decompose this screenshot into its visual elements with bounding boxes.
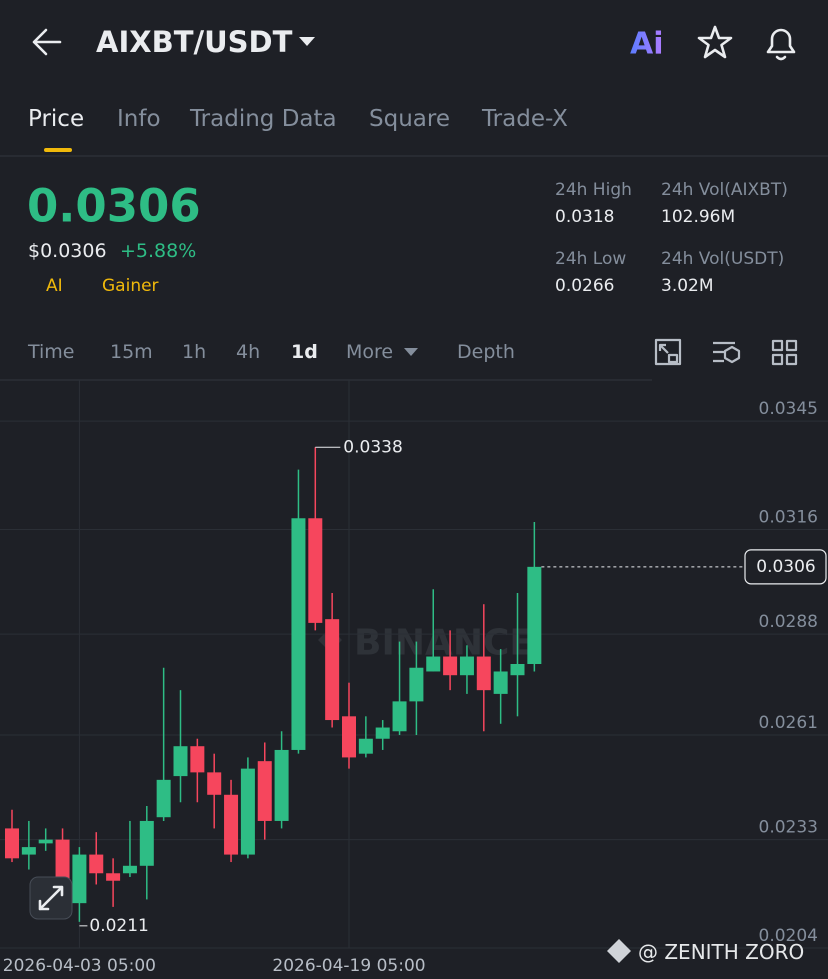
stat-label: 24h High [555,180,632,200]
stat-label: 24h Low [555,249,626,269]
y-tick-label: 0.0261 [759,713,818,733]
back-button[interactable] [32,28,62,56]
candle-body [139,820,154,866]
y-tick-label: 0.0204 [759,926,818,946]
interval[interactable]: 4h [236,341,260,363]
candle-body [38,839,53,844]
candle-body [325,619,340,721]
interval[interactable]: More [346,341,393,363]
tab-indicator [44,148,72,152]
candle-body [375,727,390,739]
tab[interactable]: Square [369,106,450,132]
candle-body [493,671,508,694]
candle-body [224,794,239,855]
x-tick-label: 2026-04-03 05:00 [3,956,156,976]
candle-body [342,716,356,758]
candle-body [510,664,525,676]
stat-value: 0.0318 [555,207,614,227]
stat-label: 24h Vol(USDT) [661,249,784,269]
y-tick-label: 0.0316 [759,507,818,527]
candle-body [106,873,121,881]
candle-body [527,566,542,664]
interval[interactable]: 15m [110,341,153,363]
candle-body [409,667,424,702]
candle-body [476,656,491,691]
candle-body [392,701,407,732]
candle-body [156,779,171,818]
indicator-button[interactable] [713,341,741,364]
candle-body [274,749,289,821]
tab[interactable]: Price [28,106,84,132]
x-tick-label: 2026-04-19 05:00 [272,956,425,976]
candlestick-chart: 0.0345 0.0316 0.0288 0.0261 0.0233 0.0204 2026… [0,380,828,976]
candle-body [308,518,323,623]
usd-price: $0.0306 [28,240,107,262]
candle-body [426,656,441,672]
stat-value: 102.96M [661,207,735,227]
interval[interactable]: 1h [182,341,206,363]
min-label: 0.0211 [89,916,148,936]
candle-body [257,761,272,821]
tag[interactable]: AI [46,276,63,296]
price-change: +5.88% [120,240,196,262]
stat-label: 24h Vol(AIXBT) [661,180,788,200]
candle-body [358,738,373,754]
symbol-dropdown[interactable] [299,37,315,46]
layout-button[interactable] [771,339,798,366]
tab[interactable]: Trading Data [189,106,337,132]
footer-logo [607,939,631,963]
interval[interactable]: Time [27,341,75,363]
candle-body [459,656,474,676]
chart-mode-button[interactable] [654,338,682,366]
candle-body [207,772,222,795]
favorite-button[interactable] [697,25,733,59]
candle-body [89,854,104,874]
fullscreen-button[interactable] [29,876,73,920]
candle-body [5,828,19,859]
y-tick-label: 0.0288 [759,612,818,632]
last-price: 0.0306 [27,180,201,233]
stat-value: 0.0266 [555,276,614,296]
candle-body [21,847,36,855]
tab[interactable]: Trade-X [481,106,568,132]
interval[interactable]: Depth [457,341,515,363]
symbol[interactable]: AIXBT/USDT [96,25,293,59]
candle-body [190,746,205,773]
interval-dropdown[interactable] [404,348,418,356]
interval[interactable]: 1d [291,341,318,363]
alert-button[interactable] [766,28,796,61]
y-tick-label: 0.0345 [759,399,818,419]
candle-body [291,518,306,750]
tab[interactable]: Info [117,106,161,132]
y-tick-label: 0.0233 [759,818,818,838]
candle-body [240,768,255,855]
footer-credit: @ ZENITH ZORO [638,940,804,964]
last-price-label: 0.0306 [756,557,815,577]
stat-value: 3.02M [661,276,714,296]
candle-body [443,656,458,676]
ai-button[interactable]: Ai [630,27,664,62]
last-price-box [744,549,827,585]
max-label: 0.0338 [343,437,402,457]
tag[interactable]: Gainer [102,276,159,296]
candle-body [122,865,137,874]
candle-body [72,854,87,904]
candle-body [173,746,188,777]
